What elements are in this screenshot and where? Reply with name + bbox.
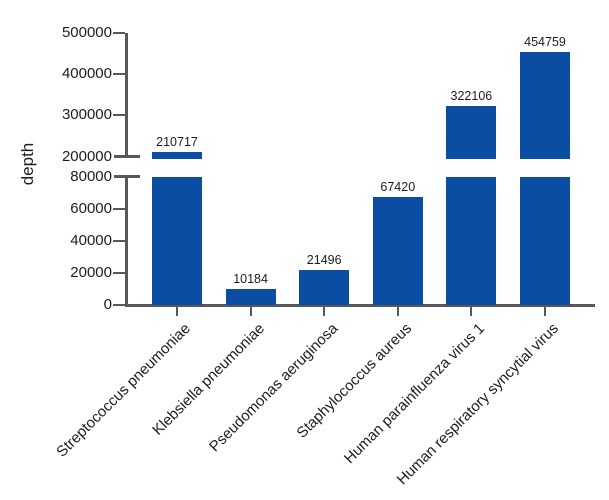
y-axis-tick: [113, 239, 125, 242]
axis-break-cap-upper: [113, 155, 140, 158]
bar-lower-segment: [520, 177, 570, 305]
x-axis-tick: [544, 307, 546, 316]
y-tick-label: 300000: [61, 106, 112, 124]
x-axis-tick: [470, 307, 473, 316]
bar-value-label: 67420: [380, 179, 416, 194]
y-axis-tick: [113, 207, 125, 210]
bar-lower-segment: [152, 177, 202, 305]
y-axis-tick: [113, 304, 125, 306]
y-axis-upper-segment: [125, 33, 128, 158]
x-axis-line: [125, 304, 595, 307]
y-tick-label: 200000: [61, 147, 112, 165]
y-tick-label: 500000: [61, 24, 112, 41]
y-tick-label: 60000: [70, 199, 112, 217]
y-tick-label: 20000: [70, 263, 112, 281]
bar-upper-segment: [152, 152, 202, 160]
y-axis-tick: [113, 271, 125, 274]
x-axis-tick: [323, 307, 326, 316]
y-axis-tick: [113, 32, 125, 34]
x-axis-tick: [249, 307, 252, 316]
bar-value-label: 210717: [156, 135, 198, 150]
bar-lower-segment: [446, 177, 497, 305]
bar: [299, 270, 350, 305]
category-label: Human parainfluenza virus 1: [341, 320, 489, 468]
bar-value-label: 322106: [450, 89, 493, 104]
bar-value-label: 21496: [306, 253, 342, 268]
bar: [372, 196, 423, 305]
bar-upper-segment: [520, 51, 570, 160]
bar-value-label: 10184: [233, 271, 268, 286]
y-tick-label: 400000: [61, 65, 112, 83]
x-axis-tick: [176, 307, 178, 316]
y-axis-lower-segment: [125, 175, 128, 307]
y-tick-label: 40000: [70, 231, 112, 249]
category-label: Human respiratory syncytial virus: [393, 320, 563, 489]
category-label: Streptococcus pneumoniae: [53, 320, 195, 461]
y-axis-tick: [113, 73, 125, 76]
bar: [225, 288, 276, 305]
axis-break-cap-lower: [113, 175, 140, 178]
y-tick-label: 80000: [70, 167, 112, 185]
y-tick-label: 0: [103, 296, 112, 313]
bar-upper-segment: [446, 106, 497, 160]
x-axis-tick: [396, 307, 399, 316]
y-axis-tick: [113, 114, 125, 117]
bar-value-label: 454759: [524, 34, 566, 49]
category-label: Pseudomonas aeruginosa: [205, 320, 342, 456]
